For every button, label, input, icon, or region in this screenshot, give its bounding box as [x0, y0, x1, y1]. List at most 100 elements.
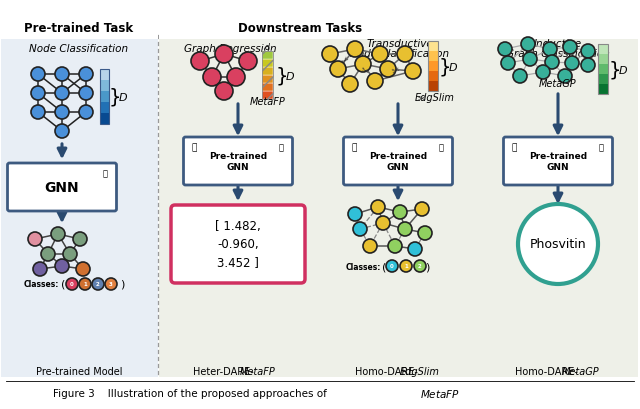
- Text: Classes:: Classes:: [346, 262, 381, 271]
- Text: MetaGP: MetaGP: [539, 79, 577, 89]
- Text: 0: 0: [390, 264, 394, 269]
- Text: Node Classification: Node Classification: [351, 49, 449, 59]
- Circle shape: [92, 278, 104, 290]
- Text: D: D: [118, 93, 127, 103]
- Circle shape: [380, 62, 396, 78]
- FancyBboxPatch shape: [504, 138, 612, 186]
- Bar: [262, 60, 273, 68]
- Circle shape: [51, 227, 65, 241]
- Text: Pre-trained: Pre-trained: [529, 152, 587, 161]
- Text: -0.960,: -0.960,: [217, 238, 259, 251]
- Circle shape: [355, 57, 371, 73]
- Circle shape: [63, 247, 77, 261]
- Circle shape: [405, 64, 421, 80]
- Bar: [598, 45, 608, 55]
- Text: 🪪: 🪪: [279, 143, 284, 152]
- Circle shape: [215, 83, 233, 101]
- Circle shape: [227, 69, 245, 87]
- Circle shape: [322, 47, 338, 63]
- Bar: [428, 62, 438, 72]
- Bar: [100, 81, 109, 92]
- Text: (: (: [61, 279, 65, 289]
- Circle shape: [414, 261, 426, 272]
- Text: [ 1.482,: [ 1.482,: [215, 220, 261, 233]
- Bar: [100, 70, 109, 81]
- Bar: [428, 52, 438, 62]
- Text: Graph Regression: Graph Regression: [184, 44, 276, 54]
- Circle shape: [565, 57, 579, 71]
- Text: ): ): [120, 279, 124, 289]
- Bar: [428, 72, 438, 82]
- Bar: [262, 84, 273, 92]
- Text: MetaFP: MetaFP: [250, 97, 286, 107]
- Text: Downstream Tasks: Downstream Tasks: [238, 22, 362, 36]
- Bar: [262, 52, 273, 100]
- Circle shape: [523, 53, 537, 67]
- Text: 3.452 ]: 3.452 ]: [217, 256, 259, 269]
- Text: Pre-trained: Pre-trained: [209, 152, 267, 161]
- Circle shape: [73, 232, 87, 246]
- Bar: [100, 92, 109, 103]
- Circle shape: [513, 70, 527, 84]
- Circle shape: [408, 243, 422, 256]
- Bar: [159, 34, 638, 377]
- Circle shape: [581, 45, 595, 59]
- Circle shape: [33, 262, 47, 276]
- Circle shape: [518, 204, 598, 284]
- Text: GNN: GNN: [45, 180, 79, 195]
- Text: MetaGP: MetaGP: [562, 366, 600, 376]
- Bar: [598, 75, 608, 85]
- Bar: [598, 45, 608, 95]
- Circle shape: [105, 278, 117, 290]
- Circle shape: [376, 216, 390, 230]
- Text: 1: 1: [83, 282, 87, 287]
- Bar: [262, 76, 273, 84]
- Circle shape: [31, 87, 45, 101]
- Bar: [598, 65, 608, 75]
- Circle shape: [55, 106, 69, 120]
- Text: Pre-trained Model: Pre-trained Model: [36, 366, 122, 376]
- FancyBboxPatch shape: [184, 138, 292, 186]
- Circle shape: [31, 68, 45, 82]
- Circle shape: [388, 239, 402, 254]
- Bar: [159, 18, 638, 40]
- Circle shape: [239, 53, 257, 71]
- Circle shape: [581, 59, 595, 73]
- Circle shape: [371, 200, 385, 214]
- Text: Homo-DARE-: Homo-DARE-: [515, 366, 578, 376]
- Circle shape: [79, 278, 91, 290]
- Bar: [100, 70, 109, 125]
- Text: EdgSlim: EdgSlim: [415, 93, 455, 103]
- Text: Phosvitin: Phosvitin: [530, 238, 586, 251]
- Circle shape: [66, 278, 78, 290]
- Text: ): ): [425, 261, 429, 271]
- Text: 🔒: 🔒: [512, 143, 517, 152]
- Circle shape: [55, 259, 69, 273]
- Text: Inductive: Inductive: [534, 39, 582, 49]
- Circle shape: [79, 68, 93, 82]
- Text: EdgSlim: EdgSlim: [400, 366, 440, 376]
- Circle shape: [79, 106, 93, 120]
- Text: GNN: GNN: [387, 163, 410, 172]
- Bar: [598, 55, 608, 65]
- Text: ✂: ✂: [360, 64, 370, 76]
- Circle shape: [79, 87, 93, 101]
- Text: MetaFP: MetaFP: [240, 366, 276, 376]
- Circle shape: [498, 43, 512, 57]
- Text: (: (: [382, 261, 386, 271]
- Circle shape: [521, 38, 535, 52]
- Circle shape: [31, 106, 45, 120]
- FancyBboxPatch shape: [344, 138, 452, 186]
- Text: Figure 3    Illustration of the proposed approaches of: Figure 3 Illustration of the proposed ap…: [53, 388, 330, 398]
- Text: ✂: ✂: [390, 64, 401, 76]
- Text: Homo-DARE-: Homo-DARE-: [355, 366, 418, 376]
- Circle shape: [55, 87, 69, 101]
- Circle shape: [545, 56, 559, 70]
- Bar: [100, 114, 109, 125]
- Circle shape: [28, 232, 42, 246]
- Text: }: }: [439, 57, 451, 76]
- Circle shape: [397, 47, 413, 63]
- Circle shape: [215, 46, 233, 64]
- Circle shape: [348, 207, 362, 221]
- Bar: [1, 18, 158, 40]
